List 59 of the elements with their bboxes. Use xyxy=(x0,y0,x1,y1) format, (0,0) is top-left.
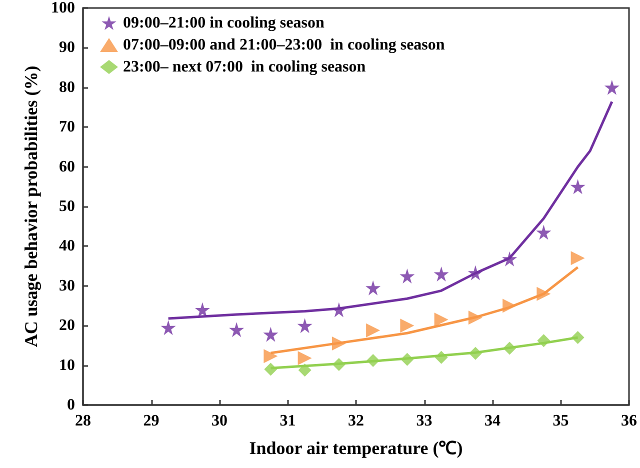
y-tick-label: 80 xyxy=(59,78,75,96)
point xyxy=(571,331,584,344)
point xyxy=(604,80,620,95)
point xyxy=(468,346,482,360)
point xyxy=(536,224,552,240)
point xyxy=(194,302,210,318)
point xyxy=(434,312,448,327)
y-tick-label: 40 xyxy=(59,238,75,255)
point xyxy=(332,336,346,350)
legend-label: 23:00– next 07:00 in cooling season xyxy=(123,58,366,76)
y-tick-label: 100 xyxy=(51,0,75,16)
point xyxy=(400,268,415,284)
y-tick-label: 60 xyxy=(59,158,75,176)
point xyxy=(570,251,585,266)
point xyxy=(537,334,550,348)
point xyxy=(434,266,449,282)
point xyxy=(536,286,551,301)
point xyxy=(297,318,312,334)
point xyxy=(503,342,516,355)
y-tick-label: 50 xyxy=(59,198,75,215)
line-series xyxy=(167,100,614,320)
point xyxy=(400,352,414,366)
point xyxy=(366,323,380,338)
x-tick-label: 32 xyxy=(348,412,364,430)
y-tick-label: 10 xyxy=(59,356,75,374)
point xyxy=(570,179,586,194)
x-tick-label: 33 xyxy=(416,412,432,430)
y-tick-label: 0 xyxy=(67,396,75,414)
point xyxy=(434,350,448,364)
point xyxy=(502,298,517,313)
point xyxy=(468,265,483,280)
point xyxy=(298,351,312,366)
x-tick-label: 35 xyxy=(552,412,569,430)
point xyxy=(298,364,312,377)
x-tick-label: 36 xyxy=(621,412,637,430)
y-tick-label: 70 xyxy=(59,118,75,136)
point xyxy=(264,362,278,376)
point xyxy=(332,358,346,372)
y-axis-title: AC usage behavior probabilities (%) xyxy=(21,66,42,348)
point xyxy=(366,280,381,296)
x-tick-label: 30 xyxy=(212,412,228,430)
x-tick-label: 28 xyxy=(75,412,91,430)
legend-label: 07:00–09:00 and 21:00–23:00 in cooling season xyxy=(123,36,445,54)
y-tick-label: 90 xyxy=(59,39,75,56)
point xyxy=(502,251,518,266)
y-tick-label: 30 xyxy=(59,277,75,294)
point xyxy=(160,320,176,336)
x-tick-label: 31 xyxy=(280,412,296,430)
x-tick-label: 29 xyxy=(143,412,160,430)
x-axis-title: Indoor air temperature (℃) xyxy=(249,438,463,458)
point xyxy=(400,318,414,333)
x-tick-label: 34 xyxy=(484,412,500,430)
point xyxy=(229,322,244,338)
legend-label: 09:00–21:00 in cooling season xyxy=(123,14,324,32)
point xyxy=(468,310,482,325)
point xyxy=(263,326,278,342)
point xyxy=(366,354,380,368)
y-tick-label: 20 xyxy=(59,317,75,334)
point xyxy=(264,349,278,364)
